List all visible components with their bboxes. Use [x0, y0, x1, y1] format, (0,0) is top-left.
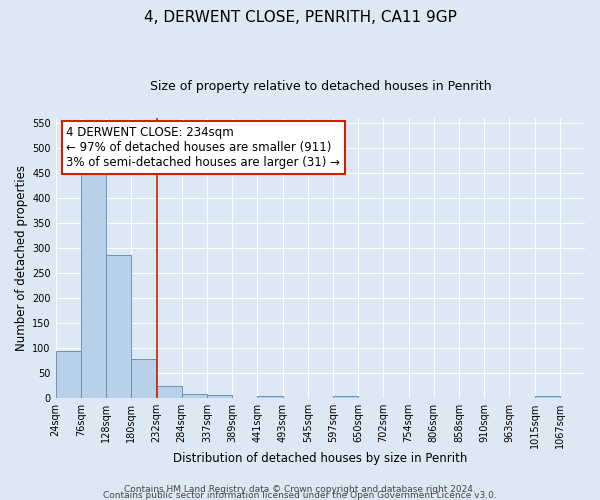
Text: 4 DERWENT CLOSE: 234sqm
← 97% of detached houses are smaller (911)
3% of semi-de: 4 DERWENT CLOSE: 234sqm ← 97% of detache… [66, 126, 340, 169]
Bar [81, 168, 106, 398]
X-axis label: Distribution of detached houses by size in Penrith: Distribution of detached houses by size … [173, 452, 467, 465]
Bar [535, 396, 560, 398]
Text: Contains HM Land Registry data © Crown copyright and database right 2024.: Contains HM Land Registry data © Crown c… [124, 484, 476, 494]
Title: Size of property relative to detached houses in Penrith: Size of property relative to detached ho… [149, 80, 491, 93]
Bar [131, 358, 157, 398]
Text: Contains public sector information licensed under the Open Government Licence v3: Contains public sector information licen… [103, 490, 497, 500]
Y-axis label: Number of detached properties: Number of detached properties [15, 164, 28, 350]
Bar [106, 255, 131, 398]
Bar [56, 350, 81, 398]
Bar [207, 395, 232, 398]
Bar [157, 386, 182, 398]
Bar [257, 396, 283, 398]
Text: 4, DERWENT CLOSE, PENRITH, CA11 9GP: 4, DERWENT CLOSE, PENRITH, CA11 9GP [143, 10, 457, 25]
Bar [333, 396, 358, 398]
Bar [182, 394, 207, 398]
